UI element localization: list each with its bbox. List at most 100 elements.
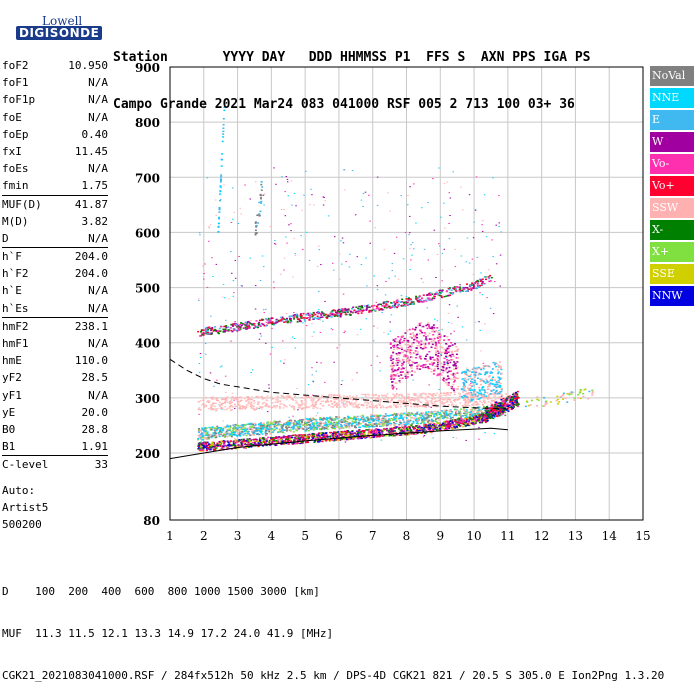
echo-point [418, 414, 420, 416]
echo-point [399, 345, 401, 347]
echo-point [393, 376, 395, 378]
echo-point [299, 435, 301, 437]
noise-point [427, 307, 429, 308]
echo-point [433, 373, 435, 375]
echo-point [395, 375, 397, 377]
echo-point [303, 403, 305, 405]
echo-point [399, 419, 401, 421]
noise-point [287, 179, 289, 180]
echo-point [368, 394, 370, 396]
echo-point [433, 370, 435, 372]
echo-point [242, 425, 244, 427]
echo-point [427, 366, 429, 368]
echo-point [422, 367, 424, 369]
echo-point [281, 427, 283, 429]
echo-point [452, 417, 454, 419]
noise-point [339, 254, 341, 255]
noise-point [316, 371, 318, 372]
echo-point [344, 400, 346, 402]
echo-point [485, 372, 487, 374]
noise-point [302, 249, 304, 250]
echo-point [401, 352, 403, 354]
echo-point [267, 437, 269, 439]
echo-point [428, 326, 430, 328]
echo-point [445, 350, 447, 352]
echo-point [418, 428, 420, 430]
echo-point [427, 322, 429, 324]
noise-point [311, 194, 313, 195]
echo-point [292, 428, 294, 430]
echo-point [356, 424, 358, 426]
echo-point [456, 399, 458, 401]
echo-point [450, 418, 452, 420]
noise-point [280, 274, 282, 275]
echo-point [227, 396, 229, 398]
noise-point [318, 309, 320, 310]
echo-point [457, 357, 459, 359]
echo-point [467, 388, 469, 390]
echo-point [445, 426, 447, 428]
noise-point [428, 384, 430, 385]
echo-point [494, 384, 496, 386]
noise-point [481, 224, 483, 225]
noise-point [434, 319, 436, 320]
noise-point [435, 277, 437, 278]
echo-point [462, 420, 464, 422]
echo-point [463, 408, 465, 410]
echo-point [397, 427, 399, 429]
echo-point [484, 402, 486, 404]
echo-point [355, 400, 357, 402]
echo-point [486, 365, 488, 367]
echo-point [425, 325, 427, 327]
echo-point [492, 368, 494, 370]
noise-point [260, 280, 262, 281]
echo-point [277, 421, 279, 423]
noise-point [361, 200, 363, 201]
echo-point [241, 405, 243, 407]
noise-point [266, 322, 268, 323]
echo-point [322, 434, 324, 436]
echo-point [238, 401, 240, 403]
noise-point [405, 232, 407, 233]
echo-point [214, 449, 216, 451]
echo-point [425, 338, 427, 340]
noise-point [220, 366, 222, 367]
echo-point [391, 397, 393, 399]
noise-point [201, 441, 203, 442]
noise-point [411, 255, 413, 256]
echo-point [433, 327, 435, 329]
echo-point [446, 417, 448, 419]
echo-point [205, 443, 207, 445]
echo-point [382, 423, 384, 425]
echo-point [397, 362, 399, 364]
noise-point [388, 278, 390, 279]
echo-point [237, 432, 239, 434]
echo-point [206, 432, 208, 434]
echo-point [312, 437, 314, 439]
echo-point [435, 401, 437, 403]
echo-point [331, 403, 333, 405]
echo-point [313, 425, 315, 427]
echo-point [334, 418, 336, 420]
noise-point [387, 192, 389, 193]
echo-point [413, 334, 415, 336]
echo-point [400, 406, 402, 408]
echo-point [354, 432, 356, 434]
echo-point [218, 427, 220, 429]
echo-point [434, 338, 436, 340]
echo-point [348, 424, 350, 426]
echo-point [290, 436, 292, 438]
noise-point [310, 313, 312, 314]
echo-point [457, 418, 459, 420]
noise-point [347, 314, 349, 315]
echo-point [416, 345, 418, 347]
echo-point [446, 392, 448, 394]
echo-point [347, 419, 349, 421]
echo-point [480, 393, 482, 395]
echo-point [341, 431, 343, 433]
echo-point [332, 406, 334, 408]
noise-point [441, 280, 443, 281]
echo-point [425, 400, 427, 402]
echo-point [349, 422, 351, 424]
echo-point [416, 366, 418, 368]
